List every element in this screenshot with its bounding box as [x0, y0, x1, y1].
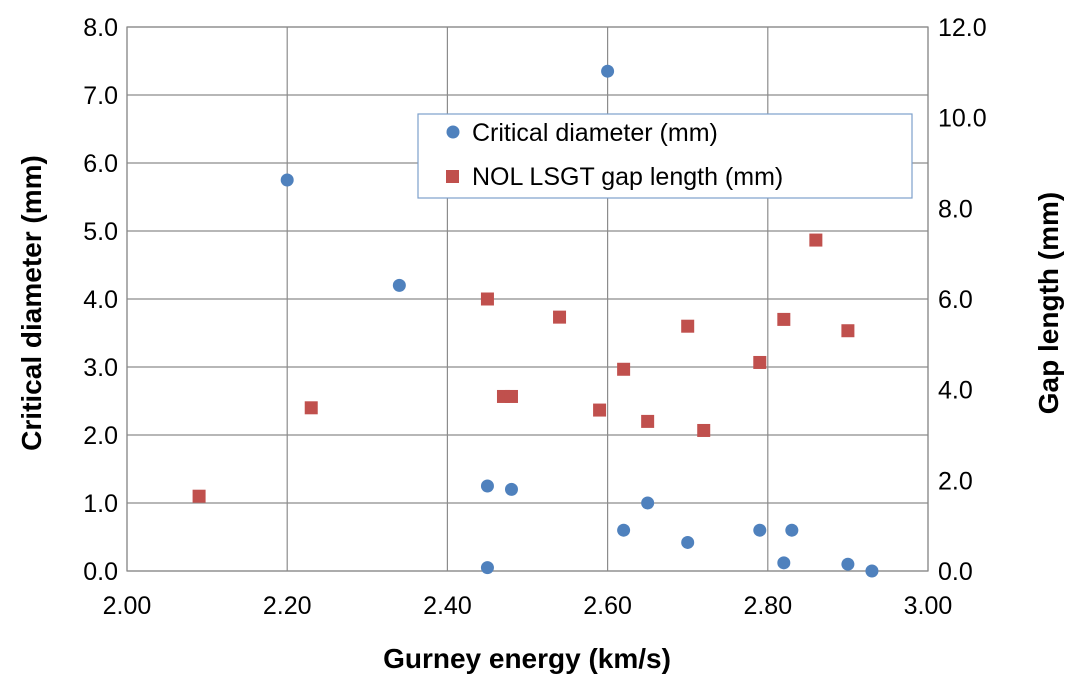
y-tick-label: 6.0: [83, 150, 118, 178]
y-tick-label: 4.0: [83, 286, 118, 314]
legend-marker-critical-diameter: [446, 125, 460, 139]
y-tick-label: 7.0: [83, 82, 118, 110]
y2-tick-label: 0.0: [938, 558, 973, 586]
y-axis-tick-labels: 0.0 1.0 2.0 3.0 4.0 5.0 6.0 7.0 8.0: [83, 14, 118, 586]
y-tick-label: 3.0: [83, 354, 118, 382]
x-tick-label: 3.00: [904, 592, 953, 620]
y-tick-label: 5.0: [83, 218, 118, 246]
gap-length-point: [697, 423, 711, 437]
x-axis-tick-labels: 2.00 2.20 2.40 2.60 2.80 3.00: [103, 592, 953, 620]
x-tick-label: 2.60: [583, 592, 632, 620]
legend: Critical diameter (mm) NOL LSGT gap leng…: [417, 113, 913, 199]
y-tick-label: 1.0: [83, 490, 118, 518]
x-axis-title: Gurney energy (km/s): [383, 643, 671, 674]
critical-diameter-point: [480, 561, 494, 575]
gap-length-point: [553, 310, 567, 324]
gap-length-point: [617, 362, 631, 376]
y2-axis-tick-labels: 0.0 2.0 4.0 6.0 8.0 10.0 12.0: [938, 14, 987, 586]
x-tick-label: 2.80: [743, 592, 792, 620]
gap-length-point: [504, 389, 518, 403]
y2-tick-label: 12.0: [938, 14, 987, 42]
x-tick-label: 2.40: [423, 592, 472, 620]
critical-diameter-point: [785, 523, 799, 537]
gridlines: [126, 26, 929, 572]
gap-length-point: [480, 292, 494, 306]
gap-length-point: [809, 233, 823, 247]
y-axis-title: Critical diameter (mm): [16, 155, 47, 451]
x-tick-label: 2.20: [263, 592, 312, 620]
critical-diameter-point: [280, 173, 294, 187]
y2-tick-label: 4.0: [938, 377, 973, 405]
y2-tick-label: 2.0: [938, 467, 973, 495]
y-tick-label: 0.0: [83, 558, 118, 586]
x-tick-label: 2.00: [103, 592, 152, 620]
critical-diameter-point: [865, 564, 879, 578]
critical-diameter-point: [841, 557, 855, 571]
legend-marker-gap-length: [446, 170, 459, 183]
y2-tick-label: 10.0: [938, 105, 987, 133]
legend-label-critical-diameter: Critical diameter (mm): [472, 119, 718, 147]
y2-axis-title: Gap length (mm): [1033, 192, 1064, 414]
critical-diameter-point: [681, 535, 695, 549]
critical-diameter-point: [392, 278, 406, 292]
gap-length-point: [641, 414, 655, 428]
critical-diameter-point: [617, 523, 631, 537]
y2-tick-label: 8.0: [938, 195, 973, 223]
critical-diameter-point: [504, 482, 518, 496]
data-points: [192, 64, 879, 578]
critical-diameter-point: [777, 556, 791, 570]
gap-length-point: [753, 355, 767, 369]
gap-length-point: [777, 312, 791, 326]
critical-diameter-point: [641, 496, 655, 510]
gap-length-point: [841, 324, 855, 338]
y-tick-label: 2.0: [83, 422, 118, 450]
y2-tick-label: 6.0: [938, 286, 973, 314]
critical-diameter-point: [601, 64, 615, 78]
legend-label-gap-length: NOL LSGT gap length (mm): [472, 163, 783, 191]
gap-length-point: [593, 403, 607, 417]
plot-area-frame: [126, 26, 929, 572]
y-tick-label: 8.0: [83, 14, 118, 42]
gap-length-point: [681, 319, 695, 333]
gap-length-point: [192, 489, 206, 503]
gap-length-point: [304, 401, 318, 415]
legend-box: [417, 113, 913, 199]
critical-diameter-point: [480, 479, 494, 493]
critical-diameter-point: [753, 523, 767, 537]
